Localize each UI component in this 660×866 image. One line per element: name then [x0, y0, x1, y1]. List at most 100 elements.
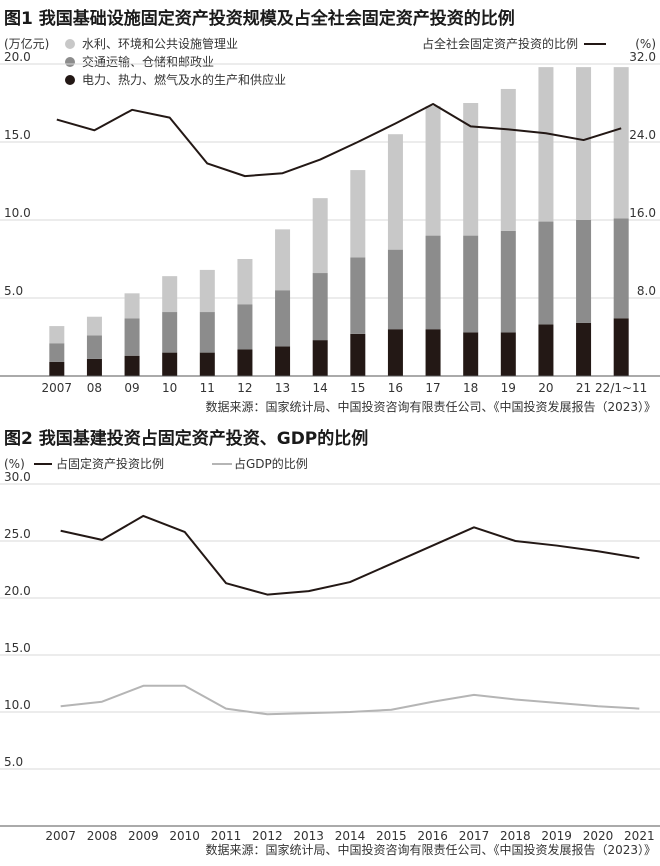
chart1-y-tick-label: 20.0	[4, 50, 31, 64]
chart1-bar-water	[49, 326, 65, 344]
chart2-source: 数据来源：国家统计局、中国投资咨询有限责任公司、《中国投资发展报告（2023）》	[205, 842, 656, 857]
chart1-bar-water	[162, 276, 178, 313]
chart1-bar-transport	[538, 221, 554, 325]
chart2-x-tick-label: 2017	[459, 829, 490, 843]
chart1-x-tick-label: 11	[200, 381, 215, 395]
chart1-y2-tick-label: 32.0	[629, 50, 656, 64]
chart1-bar-transport	[350, 257, 366, 334]
chart1-bar-water	[538, 67, 554, 222]
chart1-y-tick-label: 10.0	[4, 206, 31, 220]
chart1-x-tick-label: 08	[87, 381, 102, 395]
chart1-legend-swatch-water	[65, 39, 75, 49]
chart2-x-tick-label: 2011	[211, 829, 242, 843]
chart1-bar-power	[500, 332, 516, 376]
chart2-legend-label-fai: 占固定资产投资比例	[56, 456, 164, 471]
chart1-bar-transport	[162, 312, 178, 353]
chart1-x-tick-label: 15	[350, 381, 365, 395]
chart1-y-tick-label: 5.0	[4, 284, 23, 298]
chart2-x-tick-label: 2013	[293, 829, 324, 843]
chart1-bar-water	[275, 229, 291, 291]
chart2-gridlines	[0, 483, 660, 770]
chart1-x-tick-label: 12	[237, 381, 252, 395]
chart1-bar-transport	[199, 312, 215, 353]
chart1-bar-transport	[613, 218, 629, 319]
chart1-bar-power	[613, 318, 629, 376]
chart1-bar-power	[275, 346, 291, 376]
chart1-bar-power	[86, 358, 102, 376]
chart1-bar-power	[49, 361, 65, 376]
chart1-bar-water	[199, 269, 215, 313]
chart2-y-tick-label: 5.0	[4, 755, 23, 769]
chart1-y2-tick-label: 24.0	[629, 128, 656, 142]
chart2-axes: 30.0 25.0 20.0 15.0 10.0 5.0 2007 2008 2009 2010 2…	[0, 470, 660, 843]
chart1-bar-transport	[312, 273, 328, 341]
chart1-bars	[49, 67, 629, 376]
chart1-bar-power	[312, 340, 328, 376]
chart1-y2-unit: (%)	[635, 37, 656, 51]
chart1-bar-water	[613, 67, 629, 219]
chart1-bar-water	[350, 170, 366, 258]
chart1-x-tick-label: 09	[124, 381, 139, 395]
chart1-y-tick-label: 15.0	[4, 128, 31, 142]
chart1-bar-water	[237, 259, 253, 305]
chart1-x-tick-label: 22/1~11	[595, 381, 647, 395]
chart1-x-tick-label: 16	[388, 381, 403, 395]
chart1-bar-transport	[124, 318, 140, 356]
chart1-bar-water	[500, 88, 516, 231]
chart1-bar-water	[86, 316, 102, 336]
chart1-bar-transport	[237, 304, 253, 350]
chart1-bar-transport	[500, 230, 516, 333]
chart1-legend-swatch-transport	[65, 57, 75, 67]
chart1-x-tick-label: 14	[313, 381, 328, 395]
chart1-x-tick-label: 20	[538, 381, 553, 395]
chart1-bar-water	[425, 106, 441, 236]
chart2-title: 图2 我国基建投资占固定资产投资、GDP的比例	[4, 428, 368, 449]
chart1-x-tick-label: 21	[576, 381, 591, 395]
chart2-line-fai-ratio	[60, 514, 640, 596]
chart2-y-tick-label: 30.0	[4, 470, 31, 484]
chart1-bar-power	[576, 322, 592, 376]
chart2-y-tick-label: 20.0	[4, 584, 31, 598]
chart2-x-tick-label: 2019	[541, 829, 572, 843]
chart2-legend-label-gdp: 占GDP的比例	[234, 456, 308, 471]
chart2-x-tick-label: 2007	[45, 829, 76, 843]
chart1-axes: 20.0 15.0 10.0 5.0 32.0 24.0 16.0 8.0 2007 08 09 10…	[0, 50, 660, 395]
chart2-line-gdp-ratio	[60, 684, 640, 716]
chart2-x-tick-label: 2018	[500, 829, 531, 843]
chart1-y2-tick-label: 8.0	[637, 284, 656, 298]
chart1-y-unit: (万亿元)	[4, 36, 49, 51]
chart1-x-tick-label: 18	[463, 381, 478, 395]
chart1-bar-power	[199, 352, 215, 376]
chart1-x-tick-label: 19	[501, 381, 516, 395]
chart1-legend-label-power: 电力、热力、燃气及水的生产和供应业	[82, 72, 286, 87]
chart1-bar-power	[350, 333, 366, 376]
chart1-x-tick-label: 2007	[42, 381, 73, 395]
chart2-x-tick-label: 2016	[417, 829, 448, 843]
chart1-ratio-polyline	[56, 102, 622, 178]
chart1-bar-transport	[86, 335, 102, 359]
chart2-x-tick-label: 2020	[583, 829, 614, 843]
chart1-gridlines	[0, 63, 660, 299]
chart1-y2-tick-label: 16.0	[629, 206, 656, 220]
chart1-legend-label-water: 水利、环境和公共设施管理业	[82, 36, 238, 51]
chart1-x-tick-label: 17	[425, 381, 440, 395]
chart1-ratio-line	[56, 102, 622, 178]
chart1-bar-transport	[576, 220, 592, 323]
chart2-y-tick-label: 15.0	[4, 641, 31, 655]
chart1-bar-transport	[275, 290, 291, 347]
chart1-bar-water	[124, 293, 140, 319]
chart1-source: 数据来源：国家统计局、中国投资咨询有限责任公司、《中国投资发展报告（2023）》	[205, 399, 656, 414]
chart1-title: 图1 我国基础设施固定资产投资规模及占全社会固定资产投资的比例	[4, 8, 515, 29]
chart2-y-unit: (%)	[4, 457, 25, 471]
chart1-legend-swatch-power	[65, 75, 75, 85]
chart1-bar-transport	[463, 235, 479, 333]
chart2-y-tick-label: 10.0	[4, 698, 31, 712]
chart1-bar-water	[576, 67, 592, 221]
chart2-x-tick-label: 2010	[169, 829, 200, 843]
chart1-bar-power	[124, 355, 140, 376]
chart1-bar-water	[387, 134, 403, 250]
chart1-x-tick-label: 13	[275, 381, 290, 395]
chart1-legend-line-label: 占全社会固定资产投资的比例	[422, 36, 578, 51]
chart1-bar-transport	[387, 249, 403, 330]
